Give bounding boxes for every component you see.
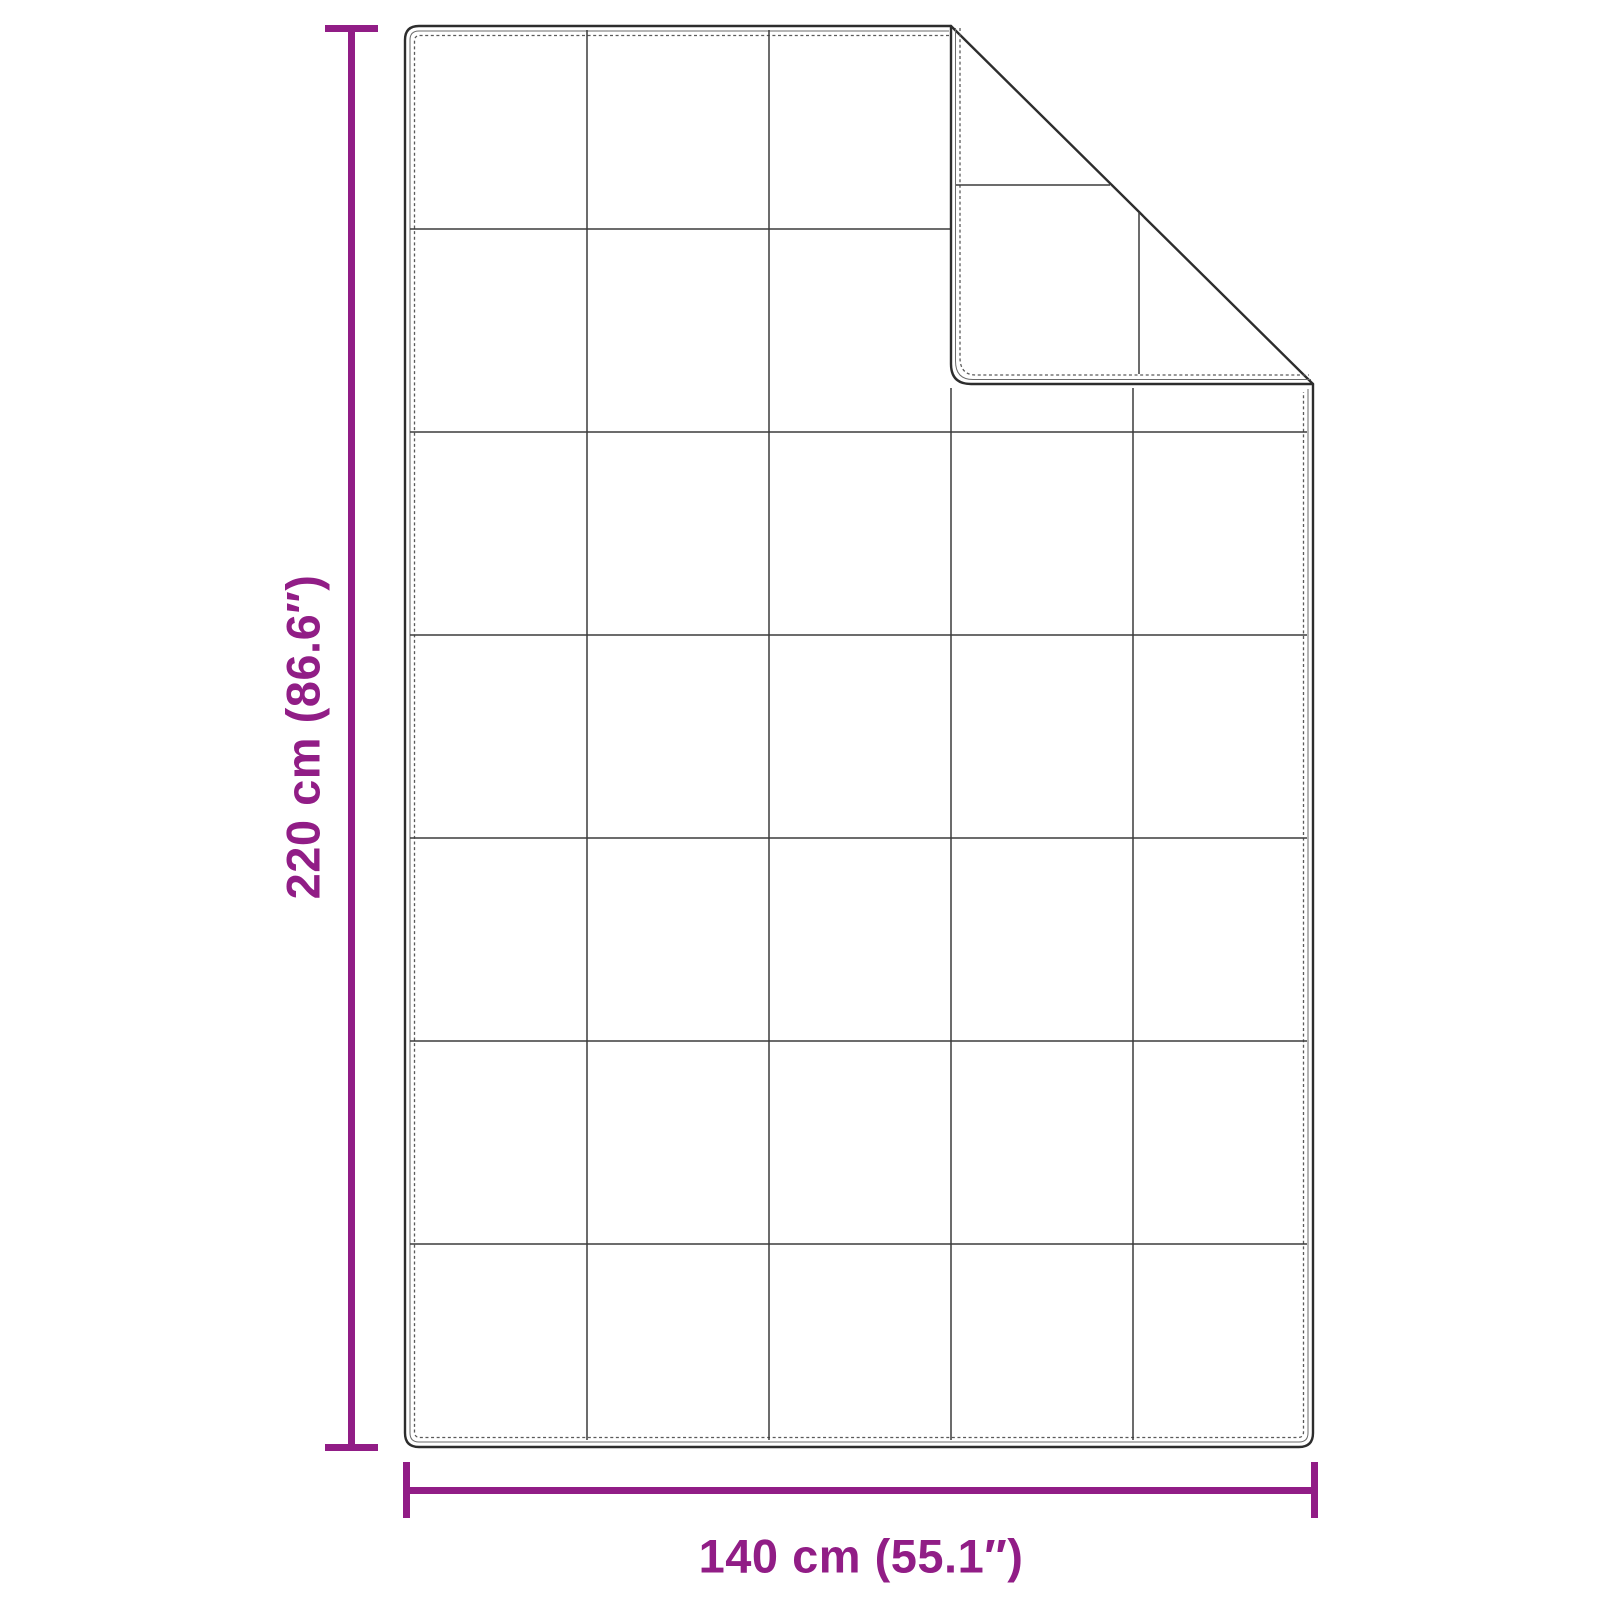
height-dimension-bottom-cap	[325, 1444, 378, 1451]
width-label: 140 cm (55.1″)	[698, 1529, 1024, 1583]
blanket-hem-stitching	[413, 34, 1305, 1439]
blanket-body	[403, 24, 1315, 1449]
quilt-grid-lines	[410, 30, 1307, 1440]
height-dimension-top-cap	[325, 25, 378, 32]
width-dimension-line	[406, 1487, 1314, 1494]
blanket-outline	[403, 24, 1315, 1449]
width-dimension-right-cap	[1311, 1462, 1318, 1518]
height-dimension-line	[348, 28, 355, 1449]
folded-corner-stitching	[959, 28, 1309, 376]
height-label: 220 cm (86.6″)	[276, 574, 330, 900]
folded-corner-grid-lines	[956, 184, 1140, 374]
folded-corner-edge	[949, 24, 1315, 386]
folded-corner	[949, 24, 1315, 386]
width-dimension-left-cap	[403, 1462, 410, 1518]
folded-corner-hem-line	[955, 28, 1311, 380]
quilt-grid	[410, 30, 1307, 1440]
blanket-hem-line	[409, 30, 1309, 1443]
